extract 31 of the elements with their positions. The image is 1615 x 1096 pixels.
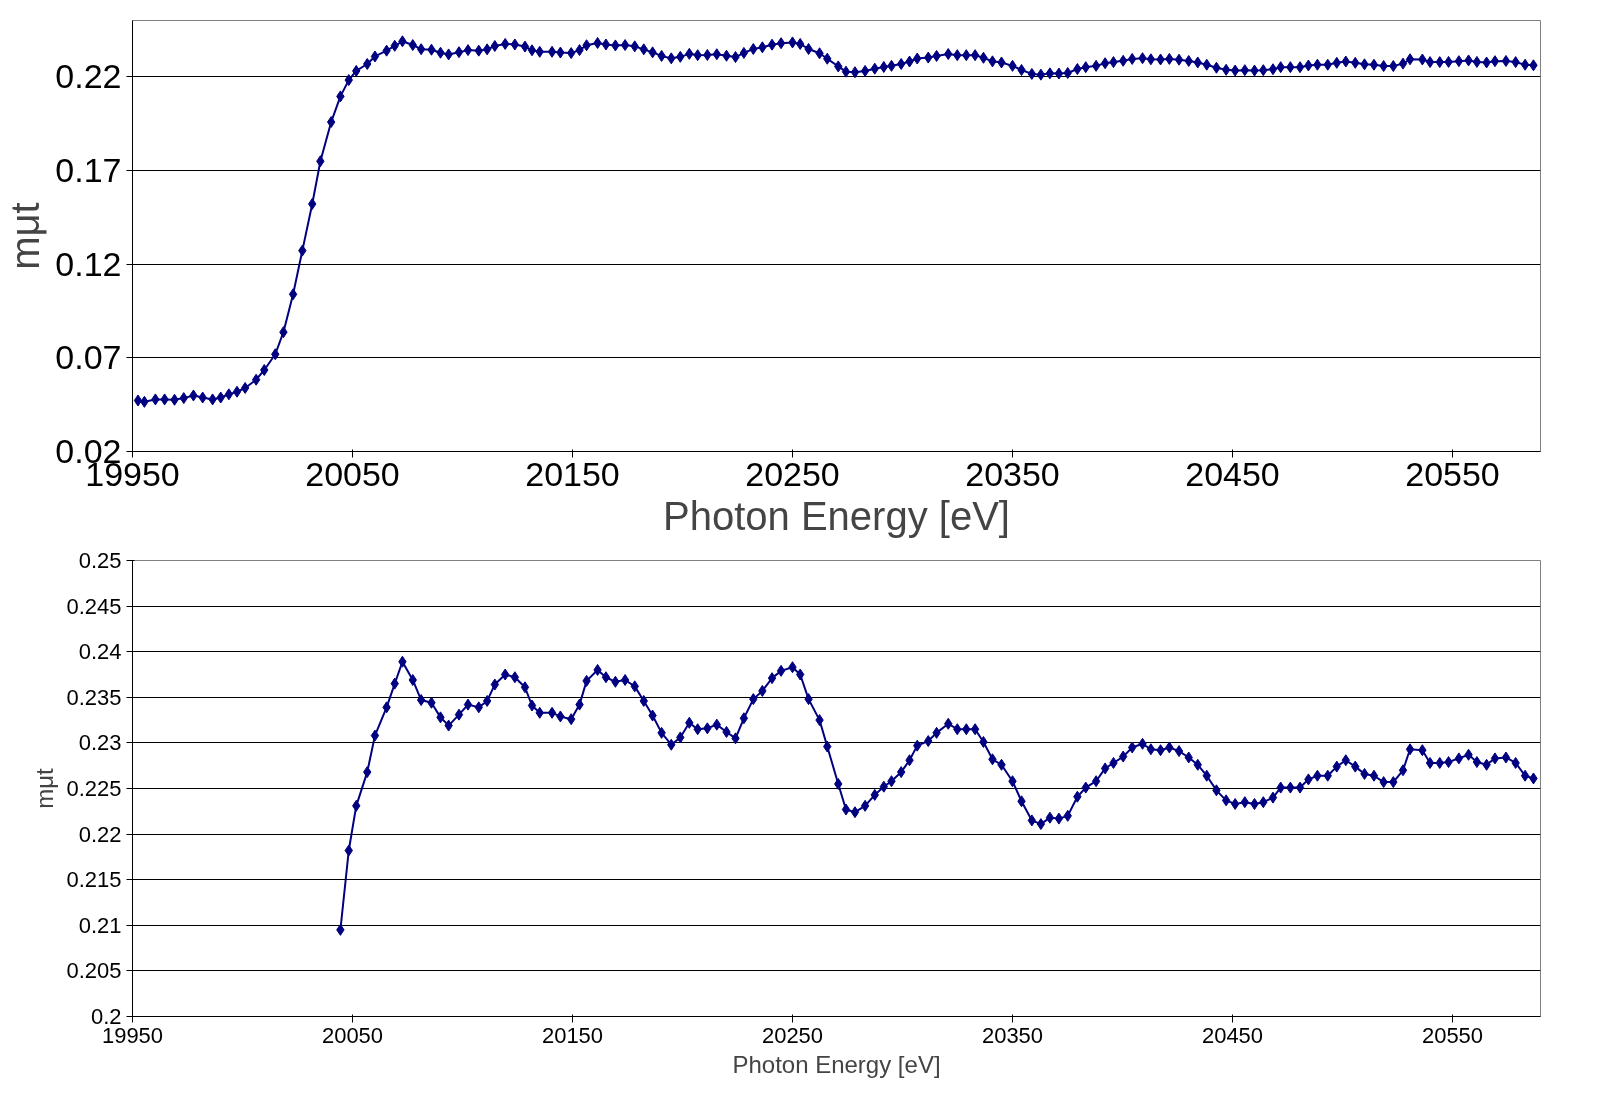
y-axis-title: mμt [3, 202, 48, 270]
x-tick-label: 20050 [305, 454, 400, 493]
y-tick-label: 0.23 [78, 730, 122, 756]
y-tick-label: 0.24 [78, 639, 122, 665]
x-tick-label: 20450 [1185, 454, 1280, 493]
y-tick-label: 0.245 [66, 593, 122, 619]
y-tick-label: 0.225 [66, 776, 122, 801]
y-axis-title: mμt [31, 767, 59, 809]
x-axis-title: Photon Energy [eV] [663, 493, 1010, 538]
y-tick-label: 0.2 [90, 1004, 122, 1029]
x-tick-label: 20350 [981, 1022, 1044, 1048]
x-tick-label: 20550 [1421, 1022, 1484, 1048]
x-axis-title: Photon Energy [eV] [732, 1050, 941, 1078]
y-tick-label: 0.07 [55, 338, 122, 377]
x-tick-label: 20150 [541, 1022, 604, 1048]
y-tick-label: 0.17 [55, 150, 122, 189]
x-tick-label: 20150 [525, 454, 620, 493]
x-tick-label: 20550 [1405, 454, 1500, 493]
y-tick-label: 0.205 [66, 958, 122, 984]
y-tick-label: 0.215 [66, 867, 122, 893]
y-tick-label: 0.235 [66, 684, 122, 710]
x-tick-label: 20450 [1201, 1022, 1264, 1048]
y-tick-label: 0.25 [78, 548, 122, 573]
y-tick-label: 0.22 [55, 57, 122, 96]
x-tick-label: 20050 [321, 1022, 384, 1048]
y-tick-label: 0.22 [78, 821, 122, 847]
y-tick-label: 0.21 [78, 912, 122, 938]
x-tick-label: 20250 [761, 1022, 824, 1048]
y-tick-label: 0.12 [55, 244, 122, 283]
x-tick-label: 20350 [965, 454, 1060, 493]
x-tick-label: 20250 [745, 454, 840, 493]
